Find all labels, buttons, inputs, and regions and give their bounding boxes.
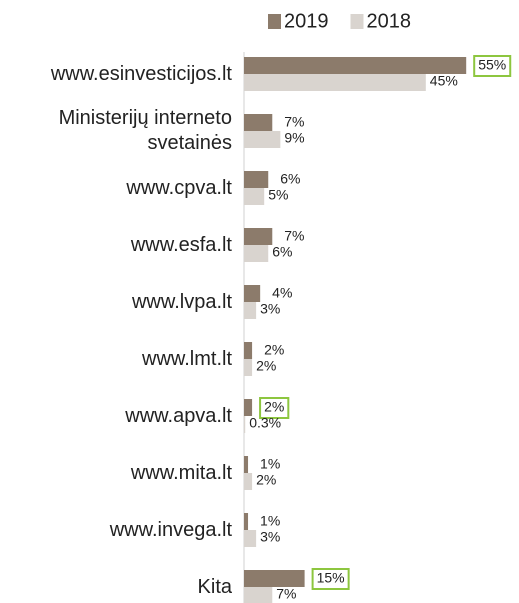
value-label: 6% xyxy=(272,244,292,260)
value-label: 1% xyxy=(260,513,280,529)
highlight-box xyxy=(311,568,350,590)
bar xyxy=(244,245,269,262)
bar xyxy=(244,131,281,148)
value-label: 2% xyxy=(264,342,284,358)
value-label: 0.3% xyxy=(249,415,281,431)
category-label: Ministerijų interneto svetainės xyxy=(58,107,232,154)
category-label: Kita xyxy=(197,575,232,598)
value-label: 45% xyxy=(430,73,458,89)
highlight-box xyxy=(473,55,512,77)
bar xyxy=(244,57,467,74)
legend-swatch xyxy=(268,14,281,29)
value-label: 55% xyxy=(478,57,506,73)
category-label: www.lvpa.lt xyxy=(131,290,232,313)
bar xyxy=(244,228,273,245)
category-label: www.apva.lt xyxy=(125,404,232,427)
value-label: 4% xyxy=(272,285,292,301)
value-label: 1% xyxy=(260,456,280,472)
value-label: 6% xyxy=(280,171,300,187)
bar xyxy=(244,473,253,490)
category-label: www.esinvesticijos.lt xyxy=(50,62,232,85)
bar xyxy=(244,359,253,376)
value-label: 15% xyxy=(317,570,345,586)
bar xyxy=(244,570,305,587)
bar xyxy=(244,587,273,603)
bar xyxy=(244,188,265,205)
bar xyxy=(244,513,249,530)
value-label: 2% xyxy=(256,358,276,374)
value-label: 7% xyxy=(284,228,304,244)
value-label: 2% xyxy=(256,472,276,488)
legend-swatch xyxy=(350,14,364,29)
category-label: www.lmt.lt xyxy=(142,347,232,370)
value-label: 7% xyxy=(284,114,304,130)
legend-label: 2019 xyxy=(284,10,329,32)
category-label: www.invega.lt xyxy=(109,518,232,541)
value-label: 2% xyxy=(264,399,284,415)
bar xyxy=(244,530,257,547)
category-label: www.cpva.lt xyxy=(126,176,232,199)
value-label: 7% xyxy=(276,586,296,602)
bar xyxy=(244,114,273,131)
bar xyxy=(244,285,261,302)
bar xyxy=(244,171,269,188)
bar xyxy=(244,399,253,416)
value-label: 3% xyxy=(260,529,280,545)
bar xyxy=(244,416,246,433)
value-label: 5% xyxy=(268,187,288,203)
value-label: 9% xyxy=(284,130,304,146)
bar xyxy=(244,74,426,91)
value-label: 3% xyxy=(260,301,280,317)
highlight-box xyxy=(259,397,290,419)
legend-label: 2018 xyxy=(367,10,412,32)
category-label: www.esfa.lt xyxy=(130,233,232,256)
category-label: www.mita.lt xyxy=(130,461,232,484)
bar xyxy=(244,456,249,473)
bar xyxy=(244,302,257,319)
bar xyxy=(244,342,253,359)
